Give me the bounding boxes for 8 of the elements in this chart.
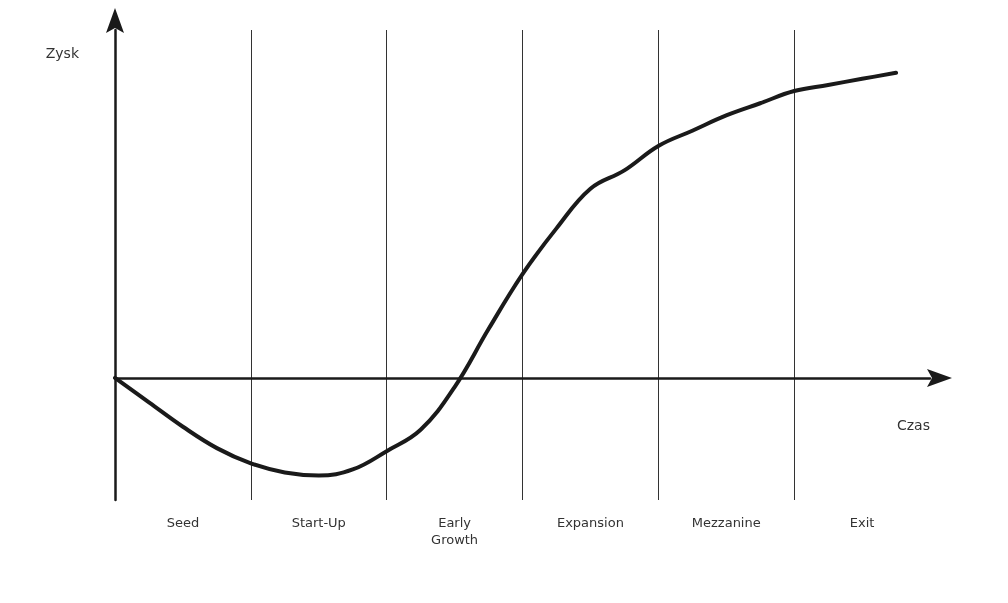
x-tick-label: Expansion — [556, 515, 624, 530]
x-tick-label: Start-Up — [291, 515, 346, 530]
x-tick-label: Early Growth — [431, 515, 479, 547]
x-tick-label: Exit — [849, 515, 875, 530]
x-tick-label: Mezzanine — [691, 515, 761, 530]
x-tick-label: Seed — [166, 515, 200, 530]
y-axis-title: Zysk — [45, 45, 80, 61]
x-axis-title: Czas — [897, 416, 930, 433]
